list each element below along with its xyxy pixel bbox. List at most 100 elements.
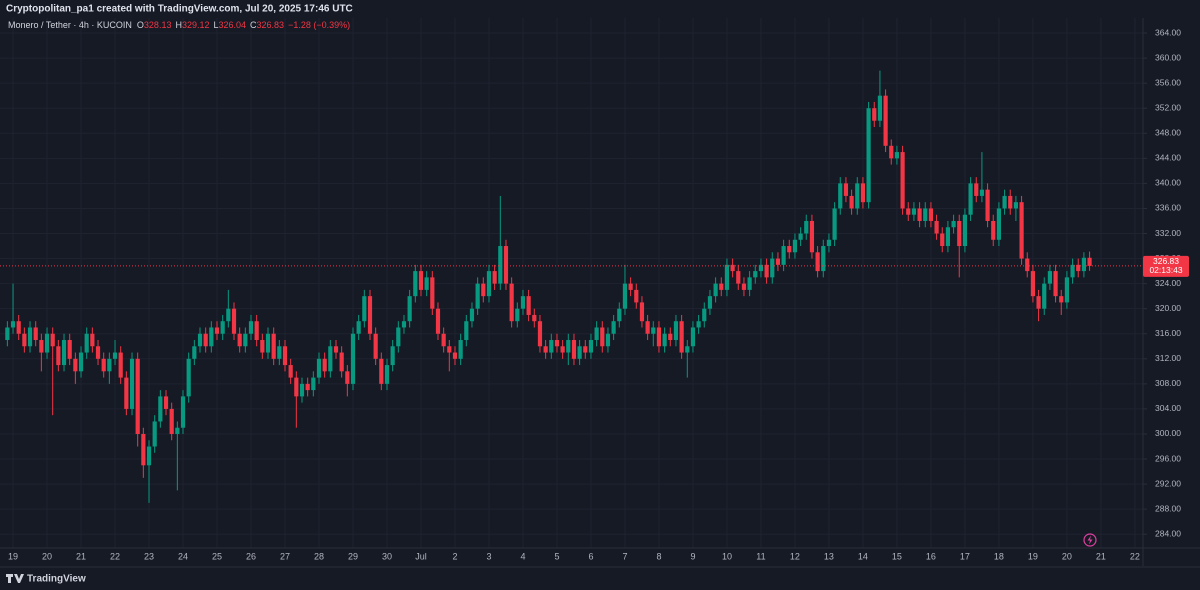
candle-body	[877, 95, 883, 121]
x-tick-label: 20	[42, 551, 52, 561]
x-tick-label: 22	[1130, 551, 1140, 561]
x-tick-label: 26	[246, 551, 256, 561]
x-tick-label: 19	[8, 551, 18, 561]
candle-body	[424, 277, 429, 290]
y-tick-label: 316.00	[1155, 328, 1181, 338]
x-tick-label: 11	[756, 551, 765, 561]
candle-body	[571, 340, 577, 359]
candle-body	[917, 208, 922, 221]
close-value: 326.83	[256, 20, 285, 30]
x-tick-label: 22	[110, 551, 120, 561]
candle-body	[333, 346, 339, 353]
candle-body	[1059, 296, 1064, 303]
candle-body	[1053, 271, 1058, 297]
x-tick-label: Jul	[415, 551, 427, 561]
candle-body	[962, 214, 968, 247]
candle-body	[214, 327, 220, 334]
candle-body	[316, 358, 322, 378]
candle-body	[928, 208, 934, 221]
candle-body	[1030, 271, 1036, 297]
candle-body	[452, 352, 458, 359]
candle-body	[435, 308, 441, 334]
candle-body	[175, 427, 180, 434]
candle-body	[957, 220, 962, 247]
candle-body	[61, 340, 67, 366]
candle-body	[248, 321, 254, 334]
candle-body	[418, 271, 424, 290]
candle-body	[1013, 202, 1019, 209]
candle-body	[56, 346, 61, 366]
x-tick-label: 10	[722, 551, 732, 561]
candle-body	[787, 246, 792, 253]
candle-body	[617, 308, 622, 322]
candle-body	[33, 327, 38, 341]
candle-body	[894, 152, 900, 159]
candle-body	[373, 333, 378, 359]
candle-body	[458, 340, 463, 359]
x-tick-label: 28	[314, 551, 324, 561]
candle-body	[792, 239, 798, 253]
candle-body	[328, 346, 333, 372]
candle-body	[379, 358, 384, 384]
candle-body	[798, 233, 803, 240]
candle-body	[515, 308, 520, 322]
ohlc-key: H	[175, 20, 182, 30]
candle-body	[186, 358, 191, 397]
candle-body	[5, 327, 10, 341]
x-tick-label: 12	[790, 551, 800, 561]
candle-body	[231, 308, 237, 334]
candle-body	[430, 277, 435, 309]
x-tick-label: 19	[1028, 551, 1038, 561]
candle-body	[730, 264, 735, 272]
y-tick-label: 304.00	[1155, 403, 1181, 413]
candle-body	[872, 108, 877, 121]
x-tick-label: 4	[520, 551, 525, 561]
candle-body	[668, 333, 673, 341]
x-tick-label: 21	[76, 551, 86, 561]
candle-body	[764, 264, 769, 278]
candle-body	[566, 340, 571, 353]
candle-body	[367, 296, 373, 334]
candle-body	[702, 308, 707, 322]
candle-body	[996, 208, 1002, 240]
x-tick-label: 7	[622, 551, 627, 561]
candle-body	[311, 377, 316, 391]
candle-body	[713, 283, 718, 297]
candle-body	[169, 408, 174, 434]
candle-body	[741, 283, 747, 290]
y-tick-label: 296.00	[1155, 453, 1181, 463]
candle-body	[254, 321, 259, 341]
candle-body	[719, 283, 724, 290]
candle-body	[118, 352, 123, 378]
candle-body	[855, 183, 860, 209]
x-tick-label: 23	[144, 551, 154, 561]
brand-logo	[6, 574, 24, 583]
candle-body	[588, 340, 594, 353]
candle-body	[509, 283, 514, 322]
candle-body	[843, 183, 849, 196]
candle-body	[345, 371, 350, 384]
y-tick-label: 308.00	[1155, 378, 1181, 388]
candle-body	[407, 296, 412, 322]
candle-body	[656, 327, 662, 347]
x-tick-label: 17	[960, 551, 970, 561]
candle-body	[401, 321, 407, 328]
candle-body	[821, 246, 826, 272]
candle-body	[560, 346, 565, 353]
x-tick-label: 18	[994, 551, 1004, 561]
x-tick-label: 24	[178, 551, 188, 561]
candle-body	[991, 220, 996, 240]
candle-body	[583, 346, 588, 353]
x-tick-label: 2	[452, 551, 457, 561]
candle-body	[226, 308, 231, 322]
candle-body	[112, 352, 118, 359]
candle-body	[203, 333, 208, 347]
y-tick-label: 292.00	[1155, 478, 1181, 488]
candle-body	[384, 365, 390, 384]
candle-body	[1008, 195, 1013, 209]
candle-body	[107, 358, 112, 372]
candle-body	[770, 258, 775, 278]
y-tick-label: 356.00	[1155, 77, 1181, 87]
